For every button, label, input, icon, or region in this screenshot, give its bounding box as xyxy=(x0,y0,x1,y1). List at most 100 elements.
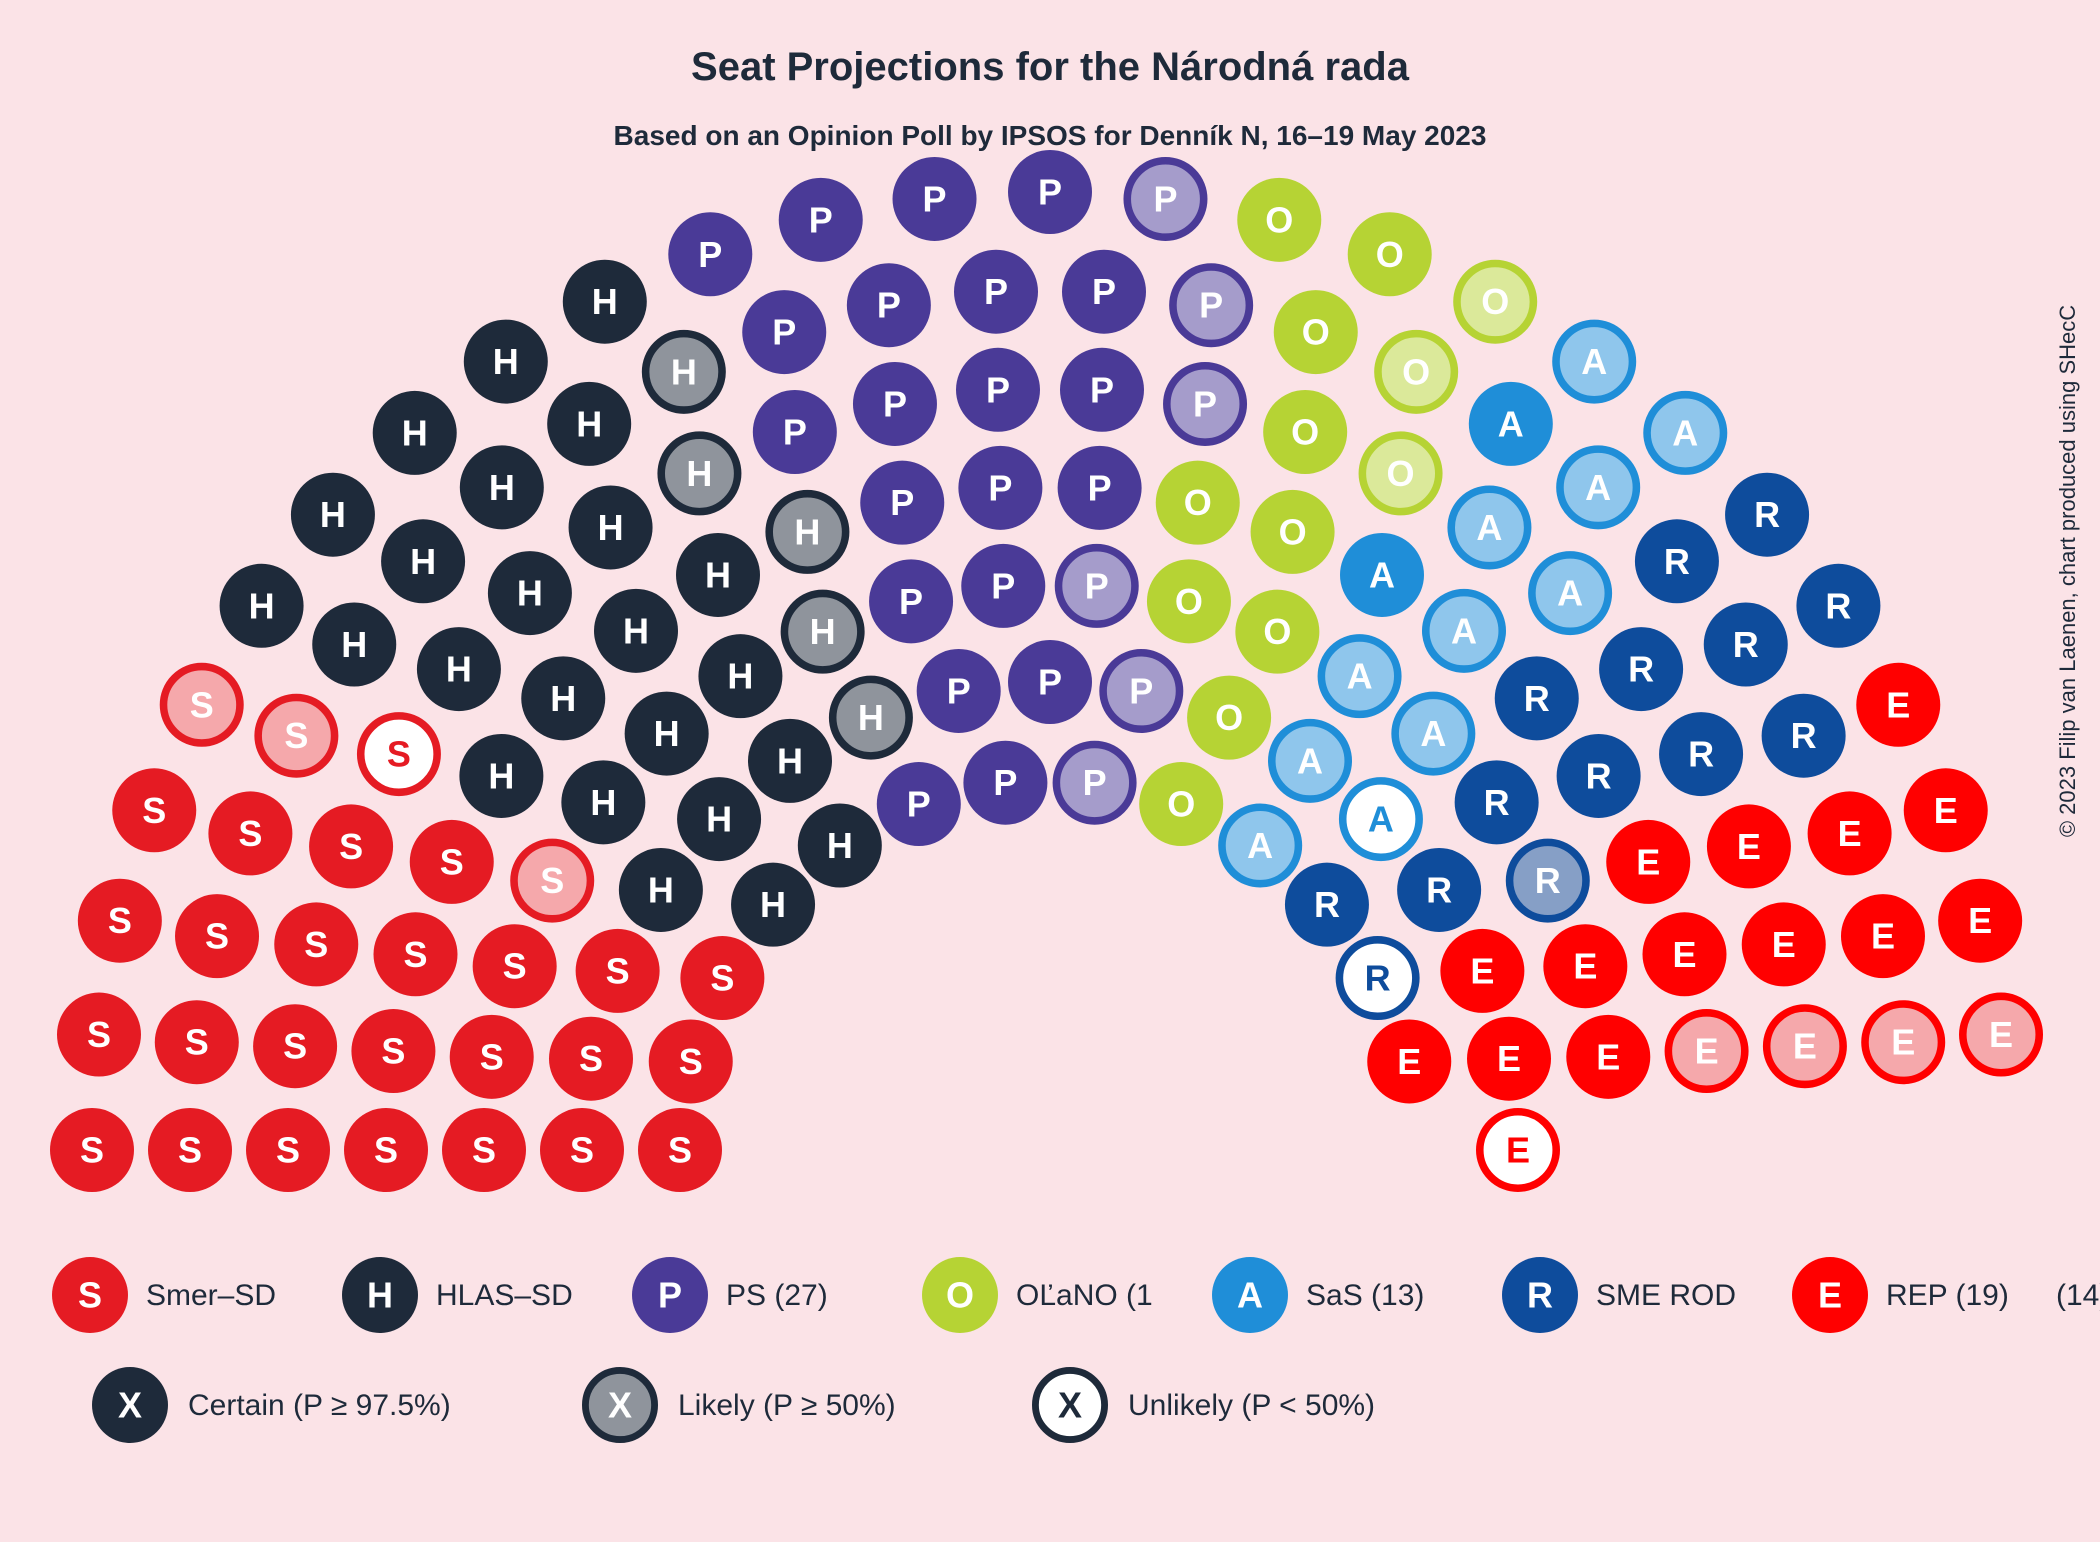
seat-A-110: A xyxy=(1343,781,1419,857)
seat-E-140: E xyxy=(1767,1008,1843,1084)
seat-label: P xyxy=(993,762,1017,803)
chart-title: Seat Projections for the Národná rada xyxy=(691,45,1410,89)
seat-P-80: P xyxy=(1056,744,1132,820)
seat-label: H xyxy=(410,541,436,582)
seat-label: S xyxy=(387,734,411,775)
seat-A-104: A xyxy=(1451,489,1527,565)
seat-P-59: P xyxy=(668,212,752,296)
seat-A-105: A xyxy=(1426,593,1502,669)
seat-label: S xyxy=(142,790,166,831)
seat-label: P xyxy=(1193,383,1217,424)
seat-E-128: E xyxy=(1440,929,1524,1013)
seat-E-136: E xyxy=(1938,879,2022,963)
seat-R-118: R xyxy=(1796,564,1880,648)
seat-label: O xyxy=(1263,611,1291,652)
seat-label: R xyxy=(1314,884,1340,925)
seat-S-21: S xyxy=(576,929,660,1013)
seat-S-14: S xyxy=(78,879,162,963)
legend-letter: A xyxy=(1237,1275,1263,1316)
seat-label: P xyxy=(877,285,901,326)
seat-label: H xyxy=(654,713,680,754)
seat-label: E xyxy=(1695,1031,1719,1072)
seat-R-121: R xyxy=(1659,712,1743,796)
seat-P-81: P xyxy=(1127,161,1203,237)
seat-label: O xyxy=(1302,312,1330,353)
seat-label: O xyxy=(1265,199,1293,240)
seat-H-57: H xyxy=(769,494,845,570)
seat-label: R xyxy=(1426,869,1452,910)
seat-A-108: A xyxy=(1395,695,1471,771)
seat-label: P xyxy=(1153,178,1177,219)
seat-S-17: S xyxy=(373,912,457,996)
seat-P-58: P xyxy=(877,762,961,846)
seat-O-89: O xyxy=(1263,390,1347,474)
seat-label: O xyxy=(1291,411,1319,452)
seat-label: S xyxy=(108,900,132,941)
legend-label: OĽaNO (1 xyxy=(1016,1279,1153,1312)
seat-label: E xyxy=(1573,946,1597,987)
seat-label: P xyxy=(1129,670,1153,711)
seat-label: R xyxy=(1524,678,1550,719)
seat-P-65: P xyxy=(853,362,937,446)
seat-label: E xyxy=(1397,1041,1421,1082)
seat-P-74: P xyxy=(1008,640,1092,724)
seat-label: P xyxy=(772,312,796,353)
seat-label: E xyxy=(1596,1036,1620,1077)
seat-label: P xyxy=(984,271,1008,312)
seat-label: S xyxy=(374,1130,398,1171)
seat-label: H xyxy=(598,507,624,548)
seat-P-62: P xyxy=(869,559,953,643)
seat-O-94: O xyxy=(1235,590,1319,674)
seat-A-103: A xyxy=(1556,323,1632,399)
seat-H-30: H xyxy=(459,734,543,818)
seat-label: S xyxy=(80,1130,104,1171)
seat-H-47: H xyxy=(464,320,548,404)
seat-O-91: O xyxy=(1348,212,1432,296)
seat-R-122: R xyxy=(1762,694,1846,778)
seat-label: S xyxy=(503,946,527,987)
seat-label: A xyxy=(1672,412,1698,453)
seat-label: H xyxy=(686,453,712,494)
seat-H-53: H xyxy=(661,435,737,511)
seat-A-101: A xyxy=(1272,723,1348,799)
seat-H-55: H xyxy=(784,593,860,669)
seat-S-6: S xyxy=(50,1108,134,1192)
seat-label: S xyxy=(540,860,564,901)
seat-H-38: H xyxy=(381,519,465,603)
copyright: © 2023 Filip van Laenen, chart produced … xyxy=(2055,305,2080,837)
seat-label: P xyxy=(1088,467,1112,508)
seat-label: O xyxy=(1184,482,1212,523)
seat-label: A xyxy=(1420,713,1446,754)
seat-label: S xyxy=(440,841,464,882)
seat-label: H xyxy=(777,740,803,781)
seat-label: S xyxy=(570,1130,594,1171)
seat-label: A xyxy=(1347,656,1373,697)
seat-A-107: A xyxy=(1647,395,1723,471)
seat-label: R xyxy=(1628,649,1654,690)
seat-O-88: O xyxy=(1274,290,1358,374)
seat-P-68: P xyxy=(963,741,1047,825)
seat-E-126: E xyxy=(1606,820,1690,904)
seat-S-28: S xyxy=(361,716,437,792)
seat-A-99: A xyxy=(1469,382,1553,466)
seat-label: P xyxy=(698,234,722,275)
seat-S-16: S xyxy=(274,902,358,986)
seat-E-137: E xyxy=(1467,1017,1551,1101)
seat-label: H xyxy=(550,678,576,719)
seat-H-50: H xyxy=(547,382,631,466)
seat-label: S xyxy=(185,1022,209,1063)
seat-label: A xyxy=(1581,341,1607,382)
seat-label: S xyxy=(339,826,363,867)
seat-A-106: A xyxy=(1560,449,1636,525)
seat-label: E xyxy=(1672,934,1696,975)
seat-E-127: E xyxy=(1707,804,1791,888)
seat-P-79: P xyxy=(1059,548,1135,624)
seat-label: O xyxy=(1387,453,1415,494)
seat-H-43: H xyxy=(460,445,544,529)
hemicycle-chart: Seat Projections for the Národná radaBas… xyxy=(0,0,2100,1542)
seat-S-10: S xyxy=(351,1009,435,1093)
seat-E-139: E xyxy=(1668,1013,1744,1089)
seat-label: R xyxy=(1791,715,1817,756)
seat-E-135: E xyxy=(1367,1019,1451,1103)
seat-label: O xyxy=(1481,281,1509,322)
